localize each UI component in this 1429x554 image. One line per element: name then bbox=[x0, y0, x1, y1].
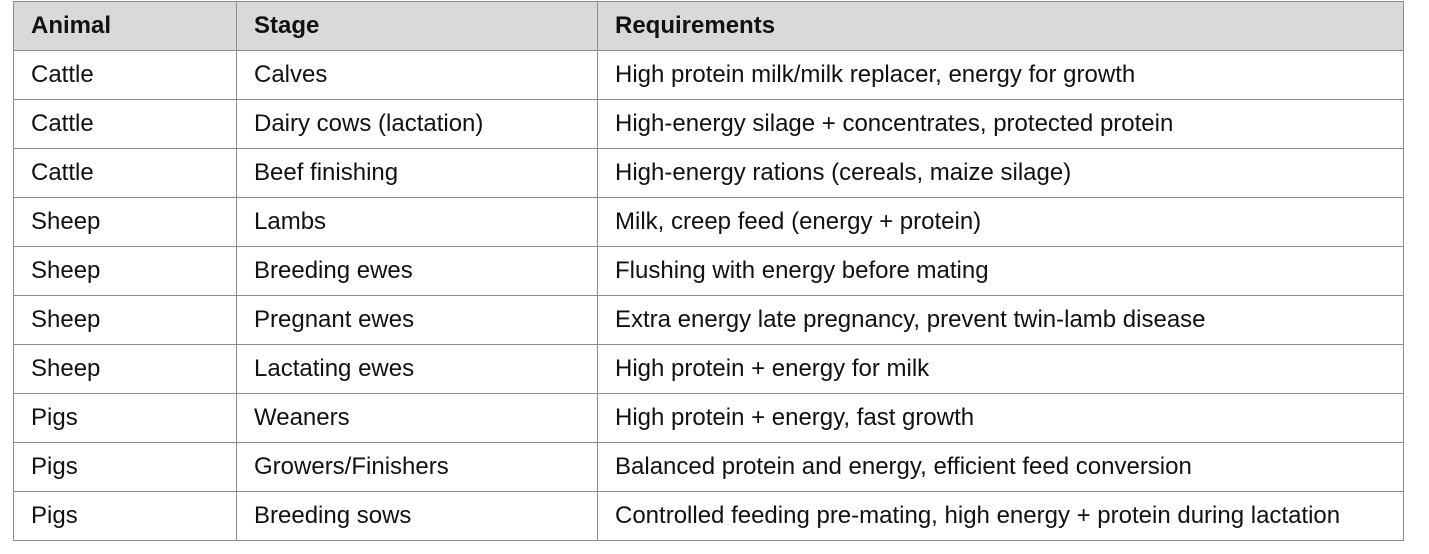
table-cell: Sheep bbox=[13, 246, 237, 296]
table-row: Sheep Lactating ewes High protein + energy… bbox=[13, 344, 1404, 394]
table-cell: Balanced protein and energy, efficient f… bbox=[597, 442, 1404, 492]
table-cell: High-energy silage + concentrates, prote… bbox=[597, 99, 1404, 149]
header-cell: Animal bbox=[13, 1, 237, 51]
table-cell: Milk, creep feed (energy + protein) bbox=[597, 197, 1404, 247]
table-cell: Lambs bbox=[236, 197, 598, 247]
table-cell: Breeding ewes bbox=[236, 246, 598, 296]
table-cell: Breeding sows bbox=[236, 491, 598, 541]
table-cell: Beef finishing bbox=[236, 148, 598, 198]
table-cell: Weaners bbox=[236, 393, 598, 443]
table-row: Pigs Breeding sows Controlled feeding pre-… bbox=[13, 491, 1404, 541]
table-row: Cattle Calves High protein milk/milk repla… bbox=[13, 50, 1404, 100]
table-cell: Flushing with energy before mating bbox=[597, 246, 1404, 296]
table-cell: Sheep bbox=[13, 295, 237, 345]
table-cell: Pigs bbox=[13, 442, 237, 492]
table-cell: Lactating ewes bbox=[236, 344, 598, 394]
table-cell: High-energy rations (cereals, maize sila… bbox=[597, 148, 1404, 198]
table-cell: Pigs bbox=[13, 393, 237, 443]
table-row: Pigs Weaners High protein + energy, fast g… bbox=[13, 393, 1404, 443]
table-row: Sheep Pregnant ewes Extra energy late preg… bbox=[13, 295, 1404, 345]
table-cell: Growers/Finishers bbox=[236, 442, 598, 492]
table-cell: Controlled feeding pre-mating, high ener… bbox=[597, 491, 1404, 541]
table-row: Cattle Beef finishing High-energy rations … bbox=[13, 148, 1404, 198]
table-cell: Extra energy late pregnancy, prevent twi… bbox=[597, 295, 1404, 345]
table-cell: Pregnant ewes bbox=[236, 295, 598, 345]
header-cell: Requirements bbox=[597, 1, 1404, 51]
table-cell: Sheep bbox=[13, 197, 237, 247]
table-cell: High protein + energy, fast growth bbox=[597, 393, 1404, 443]
table-cell: Pigs bbox=[13, 491, 237, 541]
table-cell: Cattle bbox=[13, 148, 237, 198]
table-row: Sheep Lambs Milk, creep feed (energy + pro… bbox=[13, 197, 1404, 247]
table-cell: High protein milk/milk replacer, energy … bbox=[597, 50, 1404, 100]
table-row: Sheep Breeding ewes Flushing with energy b… bbox=[13, 246, 1404, 296]
table-row: Cattle Dairy cows (lactation) High-energy … bbox=[13, 99, 1404, 149]
table-cell: High protein + energy for milk bbox=[597, 344, 1404, 394]
table-cell: Sheep bbox=[13, 344, 237, 394]
table-cell: Calves bbox=[236, 50, 598, 100]
table-cell: Cattle bbox=[13, 50, 237, 100]
feed-table: Animal Stage Requirements Cattle Calves High… bbox=[13, 1, 1404, 541]
table-row: Pigs Growers/Finishers Balanced protein an… bbox=[13, 442, 1404, 492]
table-cell: Cattle bbox=[13, 99, 237, 149]
table-cell: Dairy cows (lactation) bbox=[236, 99, 598, 149]
header-cell: Stage bbox=[236, 1, 598, 51]
header-row: Animal Stage Requirements bbox=[13, 1, 1404, 51]
